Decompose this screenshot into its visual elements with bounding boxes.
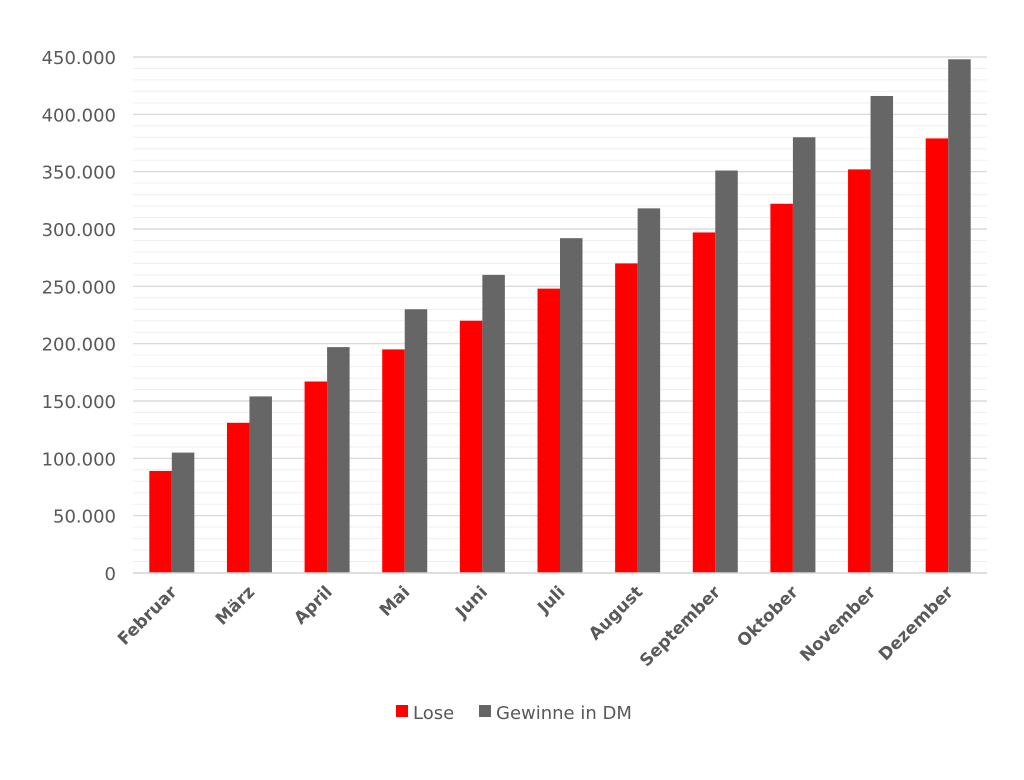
bar-gewinne — [948, 59, 971, 573]
bar-lose — [615, 263, 638, 573]
legend: Lose Gewinne in DM — [396, 703, 632, 724]
bars — [149, 59, 971, 574]
y-tick-label: 150.000 — [42, 392, 116, 413]
y-tick-label: 300.000 — [42, 220, 116, 241]
legend-swatch-lose — [396, 705, 408, 717]
x-tick-label: August — [585, 582, 647, 644]
bar-lose — [925, 138, 949, 573]
x-tick-label: September — [636, 582, 725, 671]
bar-gewinne — [637, 208, 661, 574]
bar-lose — [304, 381, 328, 573]
bar-gewinne — [171, 452, 195, 573]
bar-lose — [459, 320, 483, 573]
x-tick-label: November — [796, 582, 880, 666]
legend-label-gewinne: Gewinne in DM — [496, 703, 632, 724]
x-axis-ticks: Februar März April Mai Juni Juli AugustSeptemb… — [114, 582, 958, 671]
x-tick-label: Oktober — [733, 582, 802, 651]
x-tick-label: April — [290, 582, 336, 628]
x-tick-label: März — [212, 582, 259, 629]
y-tick-label: 400.000 — [42, 105, 116, 126]
y-tick-label: 100.000 — [42, 449, 116, 470]
legend-label-lose: Lose — [413, 703, 454, 724]
x-tick-label: Februar — [114, 582, 182, 650]
x-tick-label: Juni — [451, 582, 492, 623]
bar-gewinne — [560, 238, 583, 573]
y-tick-label: 350.000 — [42, 163, 116, 184]
bar-lose — [382, 349, 405, 573]
bar-lose — [226, 422, 250, 573]
bar-gewinne — [327, 347, 350, 573]
bar-gewinne — [715, 170, 738, 573]
y-tick-label: 250.000 — [42, 277, 116, 298]
y-tick-label: 450.000 — [42, 48, 116, 69]
x-tick-label: Juli — [533, 582, 569, 618]
bar-gewinne — [404, 309, 428, 573]
y-tick-label: 50.000 — [53, 507, 116, 528]
y-axis-ticks: 0 50.000 100.000 150.000 200.000 250.000 300.0… — [42, 48, 116, 585]
y-tick-label: 0 — [105, 564, 116, 585]
bar-lose — [848, 169, 871, 573]
legend-swatch-gewinne — [479, 705, 491, 717]
bar-gewinne — [870, 95, 894, 573]
bar-lose — [537, 288, 560, 573]
bar-lose — [692, 232, 716, 573]
bar-gewinne — [249, 396, 272, 573]
x-tick-label: Mai — [376, 582, 414, 620]
bar-gewinne — [792, 137, 816, 573]
x-tick-label: Dezember — [875, 582, 958, 665]
bar-gewinne — [482, 274, 505, 573]
bar-lose — [770, 203, 793, 574]
bar-lose — [149, 470, 172, 573]
y-tick-label: 200.000 — [42, 335, 116, 356]
